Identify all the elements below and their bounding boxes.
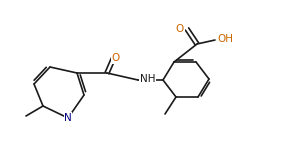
Text: OH: OH <box>217 34 233 44</box>
Text: O: O <box>112 53 120 63</box>
Text: NH: NH <box>140 74 156 84</box>
Text: O: O <box>176 24 184 34</box>
Text: N: N <box>64 113 72 123</box>
